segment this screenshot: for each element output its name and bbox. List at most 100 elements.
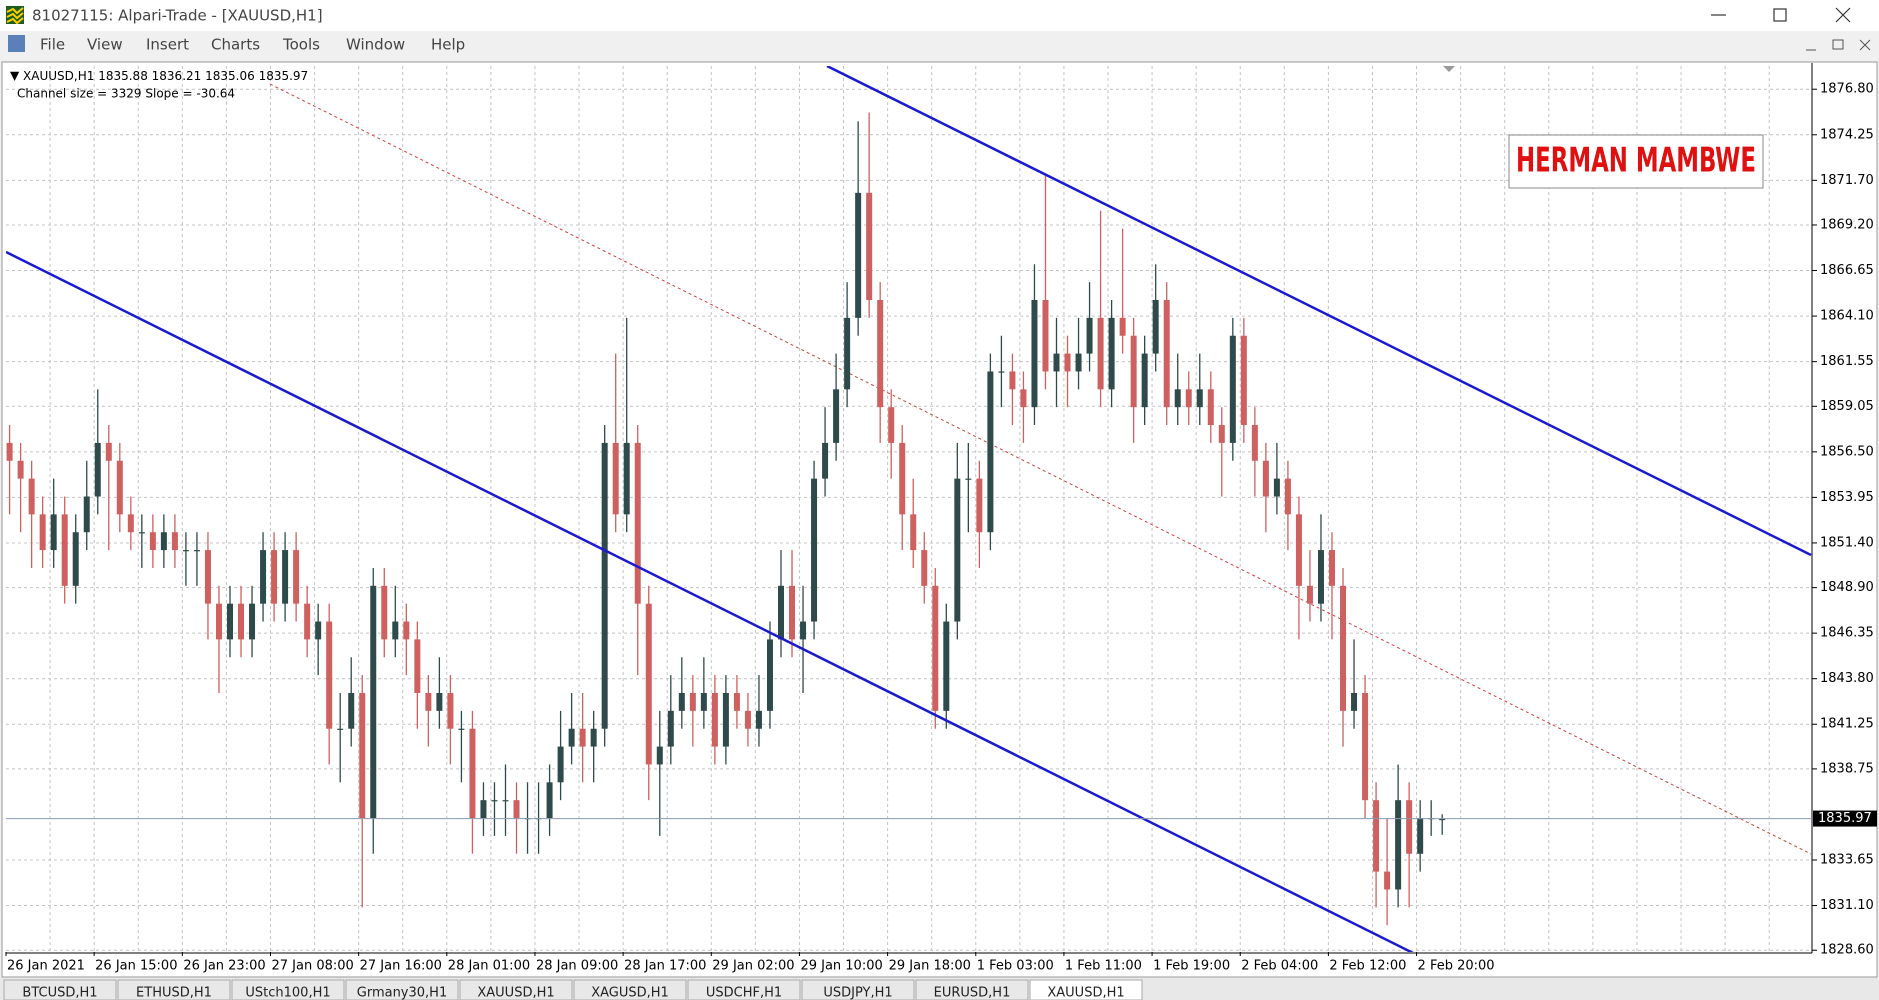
candle-body xyxy=(6,442,13,461)
tab-label[interactable]: USDJPY,H1 xyxy=(823,986,892,1000)
candle-body xyxy=(282,550,289,604)
restore-button[interactable] xyxy=(1773,8,1787,22)
candle-body xyxy=(700,692,707,711)
tab[interactable] xyxy=(1029,979,1143,1000)
tab[interactable] xyxy=(117,979,231,1000)
tab-label[interactable]: Grmany30,H1 xyxy=(357,986,447,1000)
candle-body xyxy=(976,478,983,533)
candle-body xyxy=(326,621,333,729)
candle-body xyxy=(678,692,685,711)
tab[interactable] xyxy=(801,979,915,1000)
candle-body xyxy=(1439,818,1446,821)
tab-label[interactable]: UStch100,H1 xyxy=(245,986,330,1000)
tab[interactable] xyxy=(459,979,573,1000)
candle-body xyxy=(568,728,575,747)
menu-item[interactable]: File xyxy=(40,36,65,54)
x-tick-label: 29 Jan 10:00 xyxy=(800,959,882,974)
menu-item[interactable]: Charts xyxy=(211,36,260,54)
tab[interactable] xyxy=(3,979,117,1000)
menu-item[interactable]: Help xyxy=(431,36,465,54)
candle-body xyxy=(965,478,972,480)
candle-body xyxy=(370,585,377,819)
y-tick-label: 1846.35 xyxy=(1820,626,1874,641)
candle-body xyxy=(127,514,134,533)
candle-body xyxy=(733,692,740,711)
close-button[interactable] xyxy=(1835,7,1851,23)
tab[interactable] xyxy=(231,979,345,1000)
candle-body xyxy=(271,550,278,604)
x-tick-label: 2 Feb 20:00 xyxy=(1418,959,1495,974)
candle-body xyxy=(987,371,994,533)
tab[interactable] xyxy=(915,979,1029,1000)
candle-body xyxy=(921,550,928,586)
candle-body xyxy=(513,800,520,819)
candle-body xyxy=(50,514,57,551)
menu-item[interactable]: Insert xyxy=(146,36,189,54)
tab-label[interactable]: XAUUSD,H1 xyxy=(1047,986,1124,1000)
tab-label[interactable]: XAGUSD,H1 xyxy=(591,986,669,1000)
candle-body xyxy=(755,710,762,729)
y-tick-label: 1851.40 xyxy=(1820,535,1874,550)
candle-body xyxy=(502,800,509,802)
candle-body xyxy=(789,585,796,640)
candle-body xyxy=(800,621,807,640)
y-tick-label: 1876.80 xyxy=(1820,82,1874,97)
candle-body xyxy=(833,389,840,443)
channel-midline xyxy=(269,83,1812,855)
candle-body xyxy=(72,532,79,586)
y-tick-label: 1871.70 xyxy=(1820,173,1874,188)
candle-body xyxy=(359,692,366,819)
y-tick-label: 1848.90 xyxy=(1820,580,1874,595)
y-tick-label: 1841.25 xyxy=(1820,717,1874,732)
watermark-box xyxy=(1508,134,1764,189)
candle-body xyxy=(17,460,24,479)
candle-body xyxy=(105,442,112,461)
menu-item[interactable]: Tools xyxy=(282,36,320,54)
menu-item[interactable]: View xyxy=(87,36,123,54)
menu-item[interactable]: Window xyxy=(346,36,405,54)
candle-body xyxy=(645,603,652,765)
x-tick-label: 2 Feb 04:00 xyxy=(1241,959,1318,974)
candle-body xyxy=(182,550,189,552)
tab-label[interactable]: USDCHF,H1 xyxy=(706,986,782,1000)
candle-body xyxy=(160,532,167,551)
tab-label[interactable]: BTCUSD,H1 xyxy=(22,986,97,1000)
candle-body xyxy=(1152,300,1159,354)
candle-body xyxy=(249,603,256,640)
symbol: XAUUSD,H1 xyxy=(23,69,94,83)
candle-body xyxy=(910,514,917,551)
candle-body xyxy=(1218,425,1225,443)
tab-label[interactable]: ETHUSD,H1 xyxy=(136,986,212,1000)
current-price-label: 1835.97 xyxy=(1818,811,1872,826)
candle-body xyxy=(1108,317,1115,390)
tab-label[interactable]: EURUSD,H1 xyxy=(934,986,1011,1000)
tab[interactable] xyxy=(687,979,801,1000)
candle-body xyxy=(634,442,641,604)
candle-body xyxy=(557,746,564,783)
channel-info: Channel size = 3329 Slope = -30.64 xyxy=(17,87,235,101)
candle-body xyxy=(204,550,211,604)
x-tick-label: 28 Jan 09:00 xyxy=(536,959,618,974)
candle-body xyxy=(39,514,46,551)
candle-body xyxy=(1097,317,1104,390)
candle-body xyxy=(315,621,322,640)
title-bar xyxy=(0,0,1879,31)
x-tick-label: 28 Jan 17:00 xyxy=(624,959,706,974)
candle-body xyxy=(94,442,101,497)
y-tick-label: 1856.50 xyxy=(1820,444,1874,459)
candle-body xyxy=(744,710,751,729)
tab[interactable] xyxy=(573,979,687,1000)
candle-body xyxy=(954,478,961,622)
chart-objects xyxy=(269,83,1812,855)
x-tick-label: 26 Jan 23:00 xyxy=(183,959,265,974)
x-tick-label: 1 Feb 03:00 xyxy=(977,959,1054,974)
tab-label[interactable]: XAUUSD,H1 xyxy=(477,986,554,1000)
low: 1835.06 xyxy=(205,69,255,83)
candle-body xyxy=(667,710,674,747)
y-tick-label: 1861.55 xyxy=(1820,354,1874,369)
x-tick-label: 29 Jan 18:00 xyxy=(889,959,971,974)
y-tick-label: 1833.65 xyxy=(1820,853,1874,868)
tab[interactable] xyxy=(345,979,459,1000)
candle-body xyxy=(1075,353,1082,372)
